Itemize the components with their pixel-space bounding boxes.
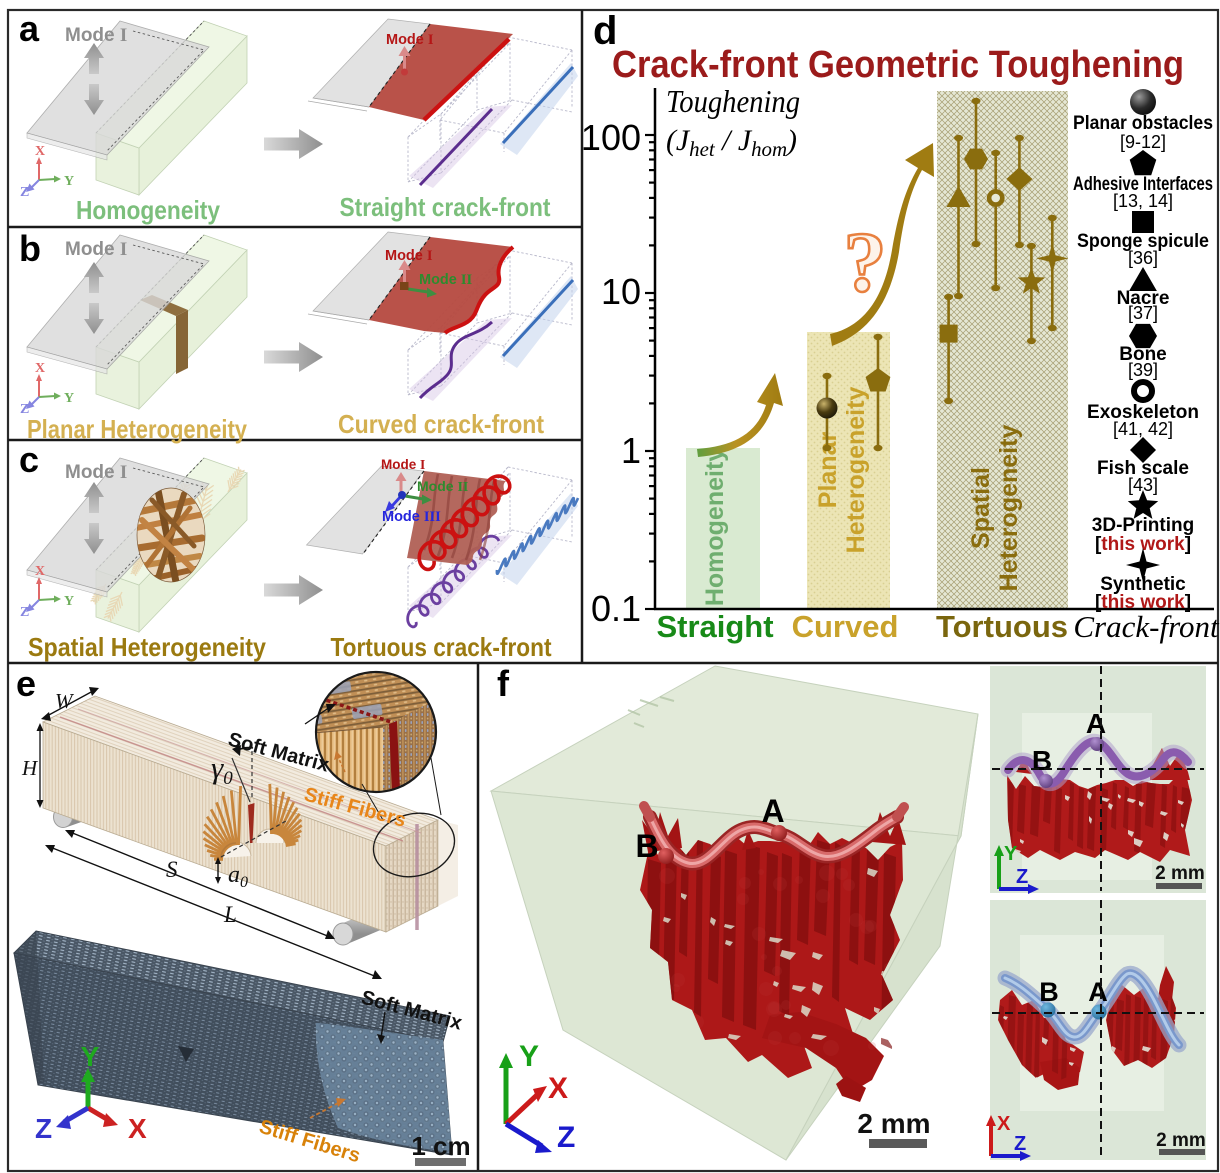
svg-text:Heterogeneity: Heterogeneity — [842, 387, 870, 554]
svg-text:2 mm: 2 mm — [857, 1108, 930, 1139]
svg-text:[43]: [43] — [1128, 475, 1158, 495]
svg-text:[this work]: [this work] — [1095, 592, 1191, 613]
svg-text:Fish scale: Fish scale — [1097, 458, 1189, 479]
svg-text:X: X — [997, 1113, 1011, 1135]
svg-text:Mode I: Mode I — [381, 457, 425, 472]
svg-text:2 mm: 2 mm — [1156, 1130, 1206, 1151]
svg-text:Curved: Curved — [792, 609, 899, 644]
svg-text:[36]: [36] — [1128, 248, 1158, 268]
svg-text:Mode I: Mode I — [386, 32, 434, 48]
svg-text:e: e — [16, 663, 36, 704]
svg-text:[41, 42]: [41, 42] — [1113, 419, 1173, 439]
svg-text:X: X — [35, 564, 45, 579]
svg-text:X: X — [35, 144, 45, 159]
svg-text:Z: Z — [35, 1113, 52, 1144]
svg-text:B: B — [635, 828, 658, 864]
svg-text:Mode I: Mode I — [385, 248, 433, 264]
svg-text:Spatial: Spatial — [967, 467, 995, 549]
svg-text:[9-12]: [9-12] — [1120, 132, 1166, 152]
svg-text:Y: Y — [64, 174, 74, 189]
svg-text:Mode I: Mode I — [65, 25, 127, 46]
svg-text:Mode I: Mode I — [65, 239, 127, 260]
svg-text:[37]: [37] — [1128, 303, 1158, 323]
svg-text:Curved crack-front: Curved crack-front — [338, 409, 544, 439]
svg-text:A: A — [761, 793, 784, 829]
svg-text:Nacre: Nacre — [1117, 288, 1170, 309]
svg-text:[13, 14]: [13, 14] — [1113, 191, 1173, 211]
svg-text:Y: Y — [1004, 843, 1018, 865]
svg-text:Straight crack-front: Straight crack-front — [340, 192, 551, 222]
svg-text:1 cm: 1 cm — [411, 1131, 470, 1161]
svg-text:Tortuous crack-front: Tortuous crack-front — [331, 632, 552, 662]
svg-text:Z: Z — [20, 605, 29, 620]
svg-text:Heterogeneity: Heterogeneity — [995, 425, 1023, 592]
svg-text:10: 10 — [601, 271, 641, 312]
svg-text:Z: Z — [20, 402, 29, 417]
svg-text:b: b — [19, 228, 41, 269]
svg-text:Homogeneity: Homogeneity — [76, 195, 220, 225]
svg-text:Y: Y — [81, 1041, 100, 1072]
svg-text:W: W — [55, 689, 75, 713]
svg-text:X: X — [128, 1113, 147, 1144]
svg-text:S: S — [166, 857, 178, 882]
svg-text:Homogeneity: Homogeneity — [701, 448, 729, 606]
svg-text:A: A — [1086, 708, 1106, 739]
svg-text:1: 1 — [621, 430, 641, 471]
svg-text:A: A — [1088, 977, 1108, 1007]
svg-text:Mode III: Mode III — [382, 509, 441, 525]
svg-text:f: f — [497, 663, 510, 704]
svg-text:Toughening: Toughening — [666, 83, 800, 119]
svg-text:Adhesive Interfaces: Adhesive Interfaces — [1073, 174, 1213, 195]
svg-text:Y: Y — [519, 1040, 539, 1073]
svg-text:Straight: Straight — [656, 609, 773, 644]
svg-text:Planar obstacles: Planar obstacles — [1073, 113, 1213, 134]
svg-text:a: a — [19, 8, 40, 49]
svg-text:Mode II: Mode II — [417, 478, 468, 495]
svg-text:B: B — [1032, 745, 1052, 776]
svg-text:Crack-front: Crack-front — [1073, 609, 1220, 644]
svg-text:L: L — [223, 902, 237, 927]
svg-text:3D-Printing: 3D-Printing — [1092, 515, 1194, 536]
svg-text:Exoskeleton: Exoskeleton — [1087, 402, 1199, 423]
svg-text:100: 100 — [581, 117, 641, 158]
svg-text:Bone: Bone — [1119, 344, 1167, 365]
svg-text:c: c — [19, 439, 39, 480]
svg-text:2 mm: 2 mm — [1155, 863, 1205, 884]
svg-text:Z: Z — [1014, 1133, 1026, 1155]
svg-text:Z: Z — [557, 1121, 575, 1154]
svg-text:B: B — [1039, 977, 1059, 1007]
svg-text:Z: Z — [1016, 866, 1028, 888]
svg-text:Spatial Heterogeneity: Spatial Heterogeneity — [28, 632, 266, 662]
svg-text:Crack-front Geometric Tougheni: Crack-front Geometric Toughening — [612, 44, 1184, 86]
svg-text:Y: Y — [64, 391, 74, 406]
svg-text:X: X — [548, 1072, 568, 1105]
svg-text:?: ? — [844, 214, 887, 310]
svg-text:Planar Heterogeneity: Planar Heterogeneity — [27, 414, 247, 444]
svg-text:Mode I: Mode I — [65, 462, 127, 483]
svg-text:Z: Z — [20, 185, 29, 200]
svg-text:0.1: 0.1 — [591, 588, 641, 629]
svg-text:d: d — [593, 9, 617, 53]
svg-text:Sponge spicule: Sponge spicule — [1077, 231, 1209, 252]
svg-text:[39]: [39] — [1128, 360, 1158, 380]
svg-text:Synthetic: Synthetic — [1100, 574, 1186, 595]
svg-text:Mode II: Mode II — [419, 272, 473, 288]
svg-text:H: H — [21, 756, 39, 780]
svg-text:Y: Y — [64, 594, 74, 609]
svg-text:X: X — [35, 361, 45, 376]
svg-text:[this work]: [this work] — [1095, 534, 1191, 555]
svg-text:Tortuous: Tortuous — [936, 609, 1068, 644]
